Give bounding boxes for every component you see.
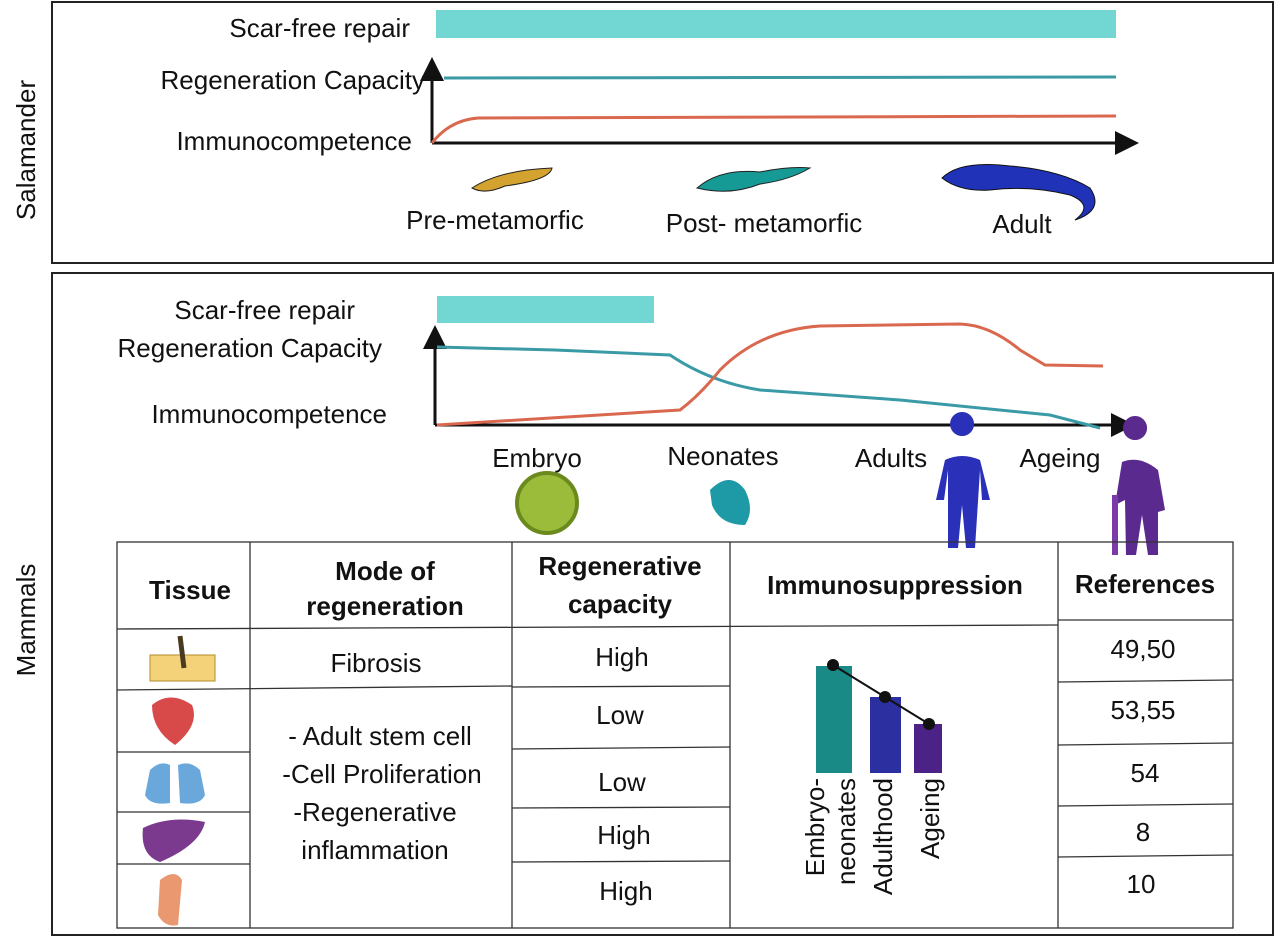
chart-label: Adulthood [868, 778, 898, 895]
mode-cell: - Adult stem cell [288, 721, 472, 751]
reference-cell: 54 [1131, 758, 1160, 788]
capacity-cell: High [599, 876, 652, 906]
adult-icon [936, 412, 990, 548]
salamander-panel [51, 1, 1274, 264]
reference-cell: 49,50 [1110, 634, 1175, 664]
reference-cell: 8 [1136, 817, 1150, 847]
juvenile-icon [695, 167, 812, 192]
tissue-icons [142, 635, 216, 926]
mode-cell: -Regenerative [293, 797, 456, 827]
stage-label: Pre-metamorfic [406, 205, 584, 235]
capacity-cell: Low [598, 767, 646, 797]
table [116, 541, 1234, 929]
capacity-cell: High [595, 642, 648, 672]
table-header: References [1075, 569, 1215, 599]
neonate-icon [710, 480, 750, 525]
row-label: Immunocompetence [176, 126, 412, 156]
immunocompetence-curve [430, 114, 1117, 144]
row-label: Regeneration Capacity [161, 65, 426, 95]
regeneration-curve [436, 345, 1101, 430]
chart-label: Embryo- [800, 778, 830, 876]
chart-label: Ageing [915, 778, 945, 859]
chart-label: neonates [831, 778, 861, 885]
table-header: capacity [568, 589, 673, 619]
table-header: Immunosuppression [767, 570, 1023, 600]
capacity-cell: High [597, 820, 650, 850]
stage-label: Neonates [667, 441, 778, 471]
table-header: Mode of [335, 556, 435, 586]
stage-label: Embryo [492, 443, 582, 473]
side-label: Mammals [11, 564, 41, 677]
cane-icon [1112, 495, 1118, 555]
larva-icon [471, 167, 553, 192]
elder-icon [1115, 416, 1165, 555]
mode-cell: Fibrosis [330, 648, 421, 678]
stage-label: Adults [855, 443, 927, 473]
stage-label: Adult [992, 209, 1052, 239]
mammals-panel [51, 272, 1274, 936]
table-header: regeneration [306, 591, 464, 621]
scar-free-bar [436, 10, 1116, 38]
embryo-icon [515, 471, 579, 535]
table-header: Regenerative [538, 551, 701, 581]
adult-salamander-icon [941, 164, 1096, 221]
stage-label: Ageing [1020, 443, 1101, 473]
reference-cell: 53,55 [1110, 695, 1175, 725]
capacity-cell: Low [596, 700, 644, 730]
row-label: Scar-free repair [174, 295, 355, 325]
mode-cell: inflammation [301, 835, 448, 865]
table-lines [116, 542, 1234, 928]
scar-free-bar [437, 296, 654, 323]
immunosuppression-chart [816, 659, 942, 773]
mode-cell: -Cell Proliferation [282, 759, 481, 789]
row-label: Regeneration Capacity [118, 333, 383, 363]
reference-cell: 10 [1127, 869, 1156, 899]
table-header: Tissue [149, 575, 231, 605]
stage-label: Post- metamorfic [666, 208, 863, 238]
side-label: Salamander [11, 80, 41, 221]
row-label: Scar-free repair [229, 13, 410, 43]
row-label: Immunocompetence [151, 399, 387, 429]
regeneration-curve [443, 75, 1117, 80]
immunocompetence-curve [436, 322, 1104, 427]
